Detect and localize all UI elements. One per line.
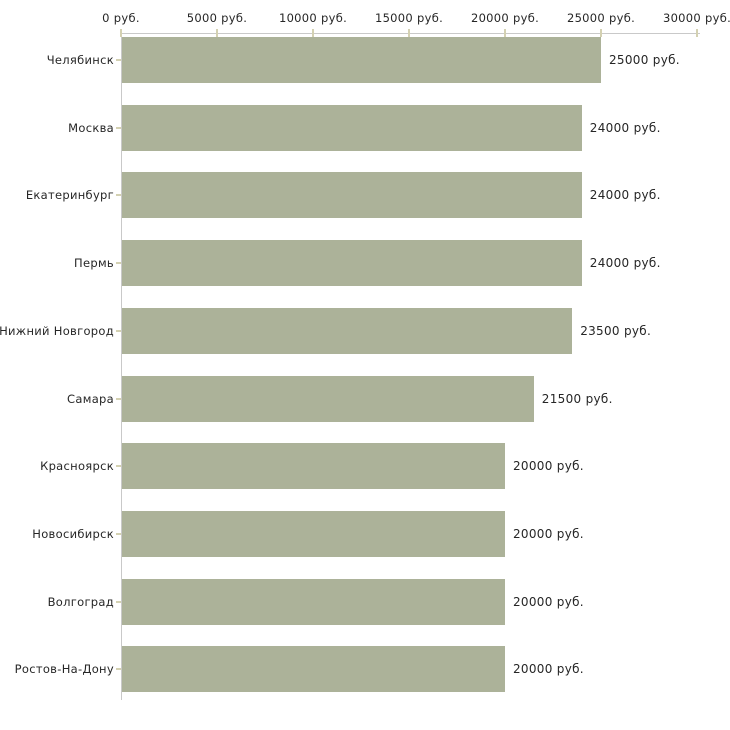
x-tick-label: 25000 руб. (566, 11, 636, 25)
bar (122, 578, 505, 625)
value-label: 23500 руб. (580, 323, 652, 338)
value-label: 24000 руб. (589, 188, 661, 203)
category-label: Волгоград (47, 594, 114, 609)
x-tick-label: 10000 руб. (278, 11, 348, 25)
x-tick-mark (216, 29, 218, 37)
category-label: Пермь (74, 256, 114, 271)
bar (122, 37, 601, 83)
y-tick-mark (116, 465, 121, 468)
y-tick-mark (116, 532, 121, 535)
y-tick-mark (116, 397, 121, 400)
x-tick-label: 20000 руб. (470, 11, 540, 25)
y-tick-mark (116, 600, 121, 603)
x-tick-mark (120, 29, 122, 37)
bar (122, 646, 505, 693)
x-tick-mark (312, 29, 314, 37)
bar (122, 240, 582, 287)
y-tick-mark (116, 262, 121, 265)
bar (122, 510, 505, 557)
x-tick-mark (600, 29, 602, 37)
category-label: Екатеринбург (25, 188, 114, 203)
y-tick-mark (116, 59, 121, 61)
x-tick-label: 0 руб. (102, 11, 140, 25)
value-label: 24000 руб. (589, 256, 661, 271)
value-label: 25000 руб. (609, 53, 680, 67)
x-axis-line (121, 33, 700, 34)
y-tick-mark (116, 329, 121, 332)
value-label: 20000 руб. (513, 662, 584, 677)
x-tick-mark (504, 29, 506, 37)
category-label: Красноярск (40, 459, 114, 474)
value-label: 20000 руб. (513, 459, 584, 474)
value-label: 20000 руб. (513, 594, 584, 609)
bar (122, 104, 582, 151)
bar (122, 443, 505, 490)
y-axis-line (121, 33, 122, 700)
y-tick-mark (116, 668, 121, 671)
y-tick-mark (116, 194, 121, 197)
x-tick-label: 5000 руб. (186, 11, 248, 25)
x-tick-mark (696, 29, 698, 37)
y-tick-mark (116, 126, 121, 129)
category-label: Челябинск (46, 53, 114, 67)
bar (122, 307, 573, 354)
category-label: Нижний Новгород (0, 323, 114, 338)
value-label: 21500 руб. (541, 391, 613, 406)
bar (122, 172, 582, 219)
x-tick-label: 15000 руб. (374, 11, 444, 25)
x-tick-mark (408, 29, 410, 37)
x-tick-label: 30000 руб. (662, 11, 730, 25)
category-label: Новосибирск (32, 526, 114, 541)
category-label: Ростов-На-Дону (14, 662, 114, 677)
bar (122, 375, 534, 422)
category-label: Москва (68, 120, 114, 135)
value-label: 20000 руб. (513, 526, 584, 541)
category-label: Самара (67, 391, 114, 406)
value-label: 24000 руб. (589, 120, 661, 135)
